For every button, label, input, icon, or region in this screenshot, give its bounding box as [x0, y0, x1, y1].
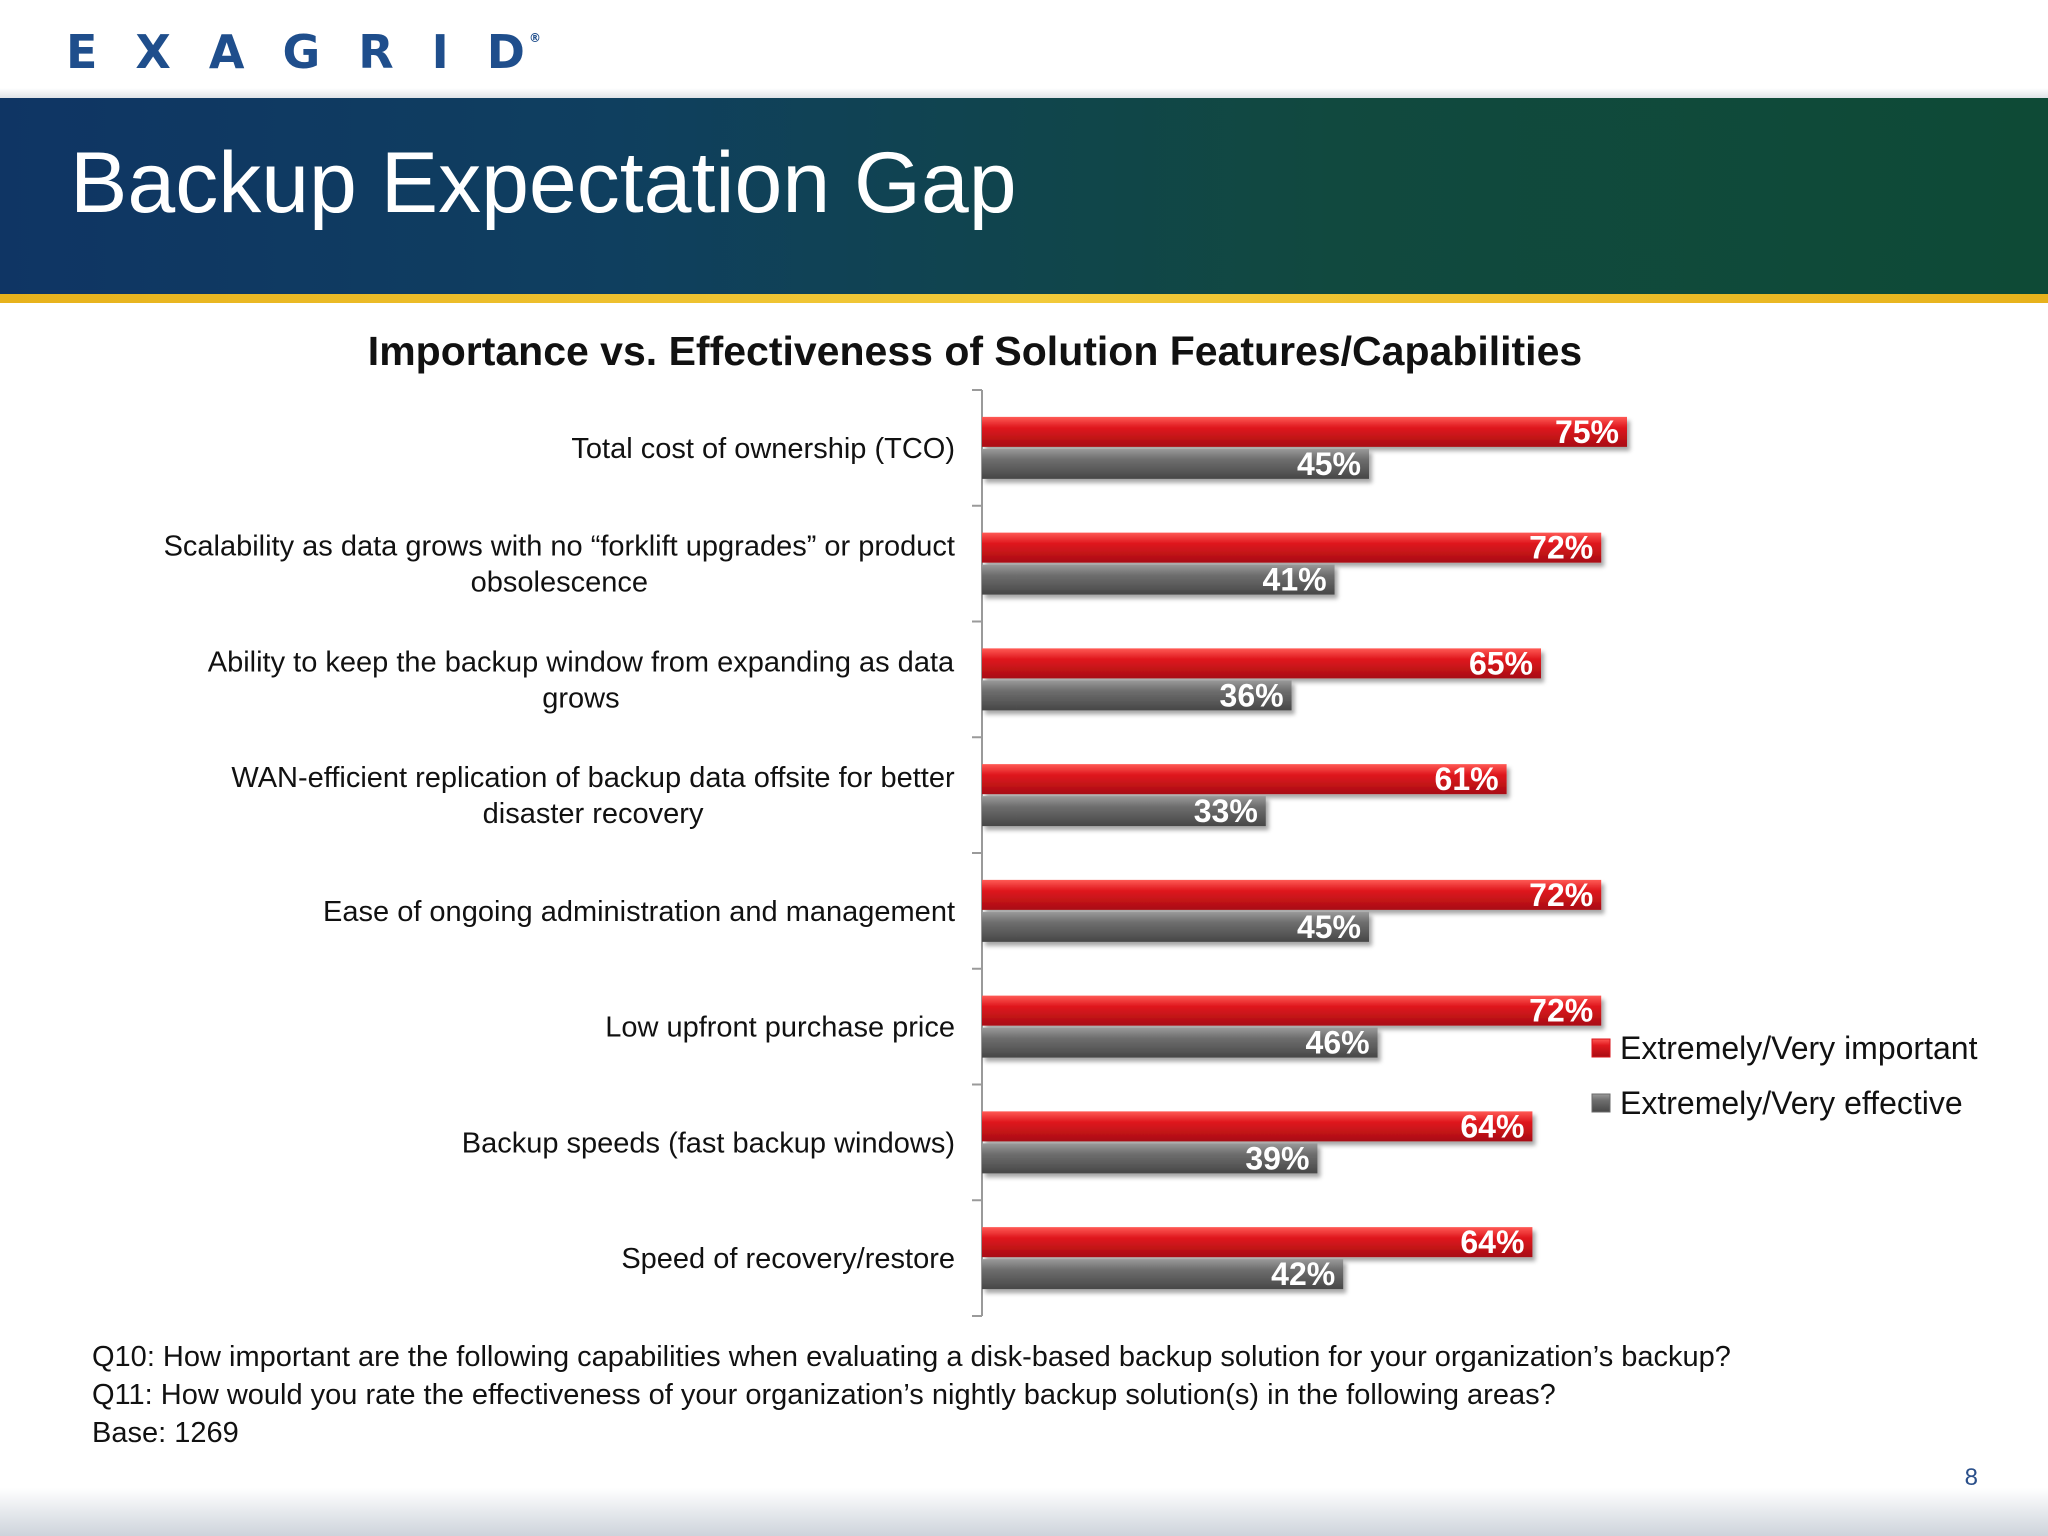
bar-effective [982, 1259, 1344, 1290]
category-label: Ease of ongoing administration and manag… [323, 896, 955, 928]
category-label: Ability to keep the backup window from e… [208, 646, 955, 714]
data-label: 65% [1469, 645, 1533, 681]
data-label: 64% [1460, 1108, 1524, 1144]
bar-important [982, 1111, 1533, 1142]
bar-effective [982, 796, 1266, 827]
footer-shade [0, 1488, 2048, 1536]
bar-important [982, 995, 1602, 1026]
survey-notes: Q10: How important are the following cap… [92, 1338, 1731, 1452]
data-label: 75% [1555, 414, 1619, 450]
category-label: Scalability as data grows with no “forkl… [164, 531, 955, 599]
bar-important [982, 648, 1541, 679]
data-label: 33% [1194, 793, 1258, 829]
legend-label: Extremely/Very important [1620, 1030, 1978, 1066]
exagrid-logo: EXAGRID ® [66, 22, 575, 82]
bar-important [982, 764, 1507, 795]
data-label: 72% [1529, 530, 1593, 566]
category-label: Total cost of ownership (TCO) [571, 433, 955, 465]
legend-swatch-effective [1591, 1093, 1611, 1113]
data-label: 42% [1271, 1256, 1335, 1292]
bar-important [982, 1227, 1533, 1258]
page-number: 8 [1964, 1464, 1978, 1491]
data-label: 36% [1220, 677, 1284, 713]
bar-important [982, 532, 1602, 563]
header-shade [0, 88, 2048, 100]
bar-effective [982, 911, 1369, 942]
bar-important [982, 879, 1602, 910]
bar-effective [982, 564, 1335, 595]
category-label: Speed of recovery/restore [621, 1243, 955, 1275]
bar-effective [982, 1027, 1378, 1058]
data-label: 72% [1529, 877, 1593, 913]
bar-effective [982, 680, 1292, 711]
title-banner [0, 98, 2048, 294]
category-label: Backup speeds (fast backup windows) [462, 1127, 955, 1159]
data-label: 41% [1263, 562, 1327, 598]
data-label: 61% [1435, 761, 1499, 797]
bar-effective [982, 1143, 1318, 1174]
data-label: 45% [1297, 446, 1361, 482]
note-q11: Q11: How would you rate the effectivenes… [92, 1379, 1556, 1411]
legend-label: Extremely/Very effective [1620, 1085, 1963, 1121]
data-label: 64% [1460, 1224, 1524, 1260]
gold-stripe [0, 294, 2048, 303]
data-label: 39% [1245, 1140, 1309, 1176]
data-label: 46% [1306, 1025, 1370, 1061]
note-base: Base: 1269 [92, 1417, 239, 1449]
category-label: WAN-efficient replication of backup data… [231, 762, 955, 830]
bar-important [982, 416, 1627, 447]
note-q10: Q10: How important are the following cap… [92, 1341, 1731, 1373]
registered-mark: ® [528, 31, 541, 45]
slide-title: Backup Expectation Gap [70, 135, 1017, 231]
logo-text: EXAGRID [66, 25, 563, 79]
data-label: 45% [1297, 909, 1361, 945]
legend-swatch-important [1591, 1038, 1611, 1058]
data-label: 72% [1529, 993, 1593, 1029]
bar-chart: 75% 45% Total cost of ownership (TCO) 72% 41… [164, 389, 1978, 1317]
bar-effective [982, 448, 1369, 479]
category-label: Low upfront purchase price [605, 1012, 955, 1044]
chart-title: Importance vs. Effectiveness of Solution… [367, 328, 1583, 374]
